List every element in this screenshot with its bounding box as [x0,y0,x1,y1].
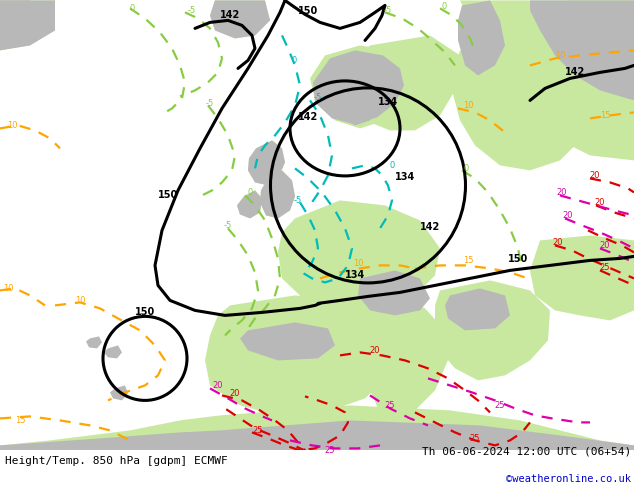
Text: 20: 20 [563,211,573,220]
Polygon shape [452,40,590,171]
Polygon shape [205,295,400,416]
Text: 134: 134 [378,98,398,107]
Polygon shape [250,144,280,180]
Text: -5: -5 [314,93,322,102]
Polygon shape [520,0,634,110]
Text: 150: 150 [135,307,155,318]
Polygon shape [240,322,335,361]
Text: 150: 150 [298,6,318,16]
Text: 0: 0 [441,2,446,11]
Polygon shape [340,96,375,125]
Polygon shape [260,171,295,219]
Text: 134: 134 [395,172,415,182]
Text: 20: 20 [590,171,600,180]
Text: -5: -5 [384,6,392,15]
Text: 10: 10 [555,51,566,60]
Text: 20: 20 [213,381,223,390]
Polygon shape [0,420,634,450]
Text: 20: 20 [553,238,563,247]
Text: 150: 150 [158,191,178,200]
Polygon shape [248,141,285,185]
Text: 20: 20 [557,188,567,197]
Polygon shape [435,280,550,380]
Text: Height/Temp. 850 hPa [gdpm] ECMWF: Height/Temp. 850 hPa [gdpm] ECMWF [5,457,228,466]
Polygon shape [237,191,262,219]
Polygon shape [530,0,634,100]
Text: 25: 25 [385,401,395,410]
Text: 15: 15 [15,416,25,425]
Text: 10: 10 [75,296,85,305]
Text: 20: 20 [595,198,605,207]
Text: -5: -5 [294,196,302,205]
Text: 15: 15 [463,256,473,265]
Text: 0: 0 [463,164,469,173]
Polygon shape [212,298,394,412]
Polygon shape [86,337,102,348]
Polygon shape [210,0,270,38]
Text: 0: 0 [292,56,297,65]
Polygon shape [248,141,285,185]
Text: 10: 10 [3,284,13,293]
Polygon shape [530,235,634,320]
Polygon shape [458,0,505,75]
Polygon shape [358,270,430,316]
Text: 15: 15 [600,111,611,120]
Text: 20: 20 [230,389,240,398]
Text: 142: 142 [298,112,318,122]
Polygon shape [260,171,295,219]
Text: 25: 25 [253,426,263,435]
Polygon shape [0,0,55,50]
Text: 10: 10 [353,259,363,268]
Text: 25: 25 [495,401,505,410]
Polygon shape [110,386,128,400]
Text: 0: 0 [389,161,394,170]
Text: 20: 20 [370,346,380,355]
Text: 142: 142 [420,222,440,232]
Text: ©weatheronline.co.uk: ©weatheronline.co.uk [506,474,631,484]
Polygon shape [278,200,440,310]
Polygon shape [445,289,510,330]
Polygon shape [284,207,432,304]
Text: 134: 134 [345,270,365,280]
Polygon shape [263,173,290,215]
Text: 0: 0 [247,188,252,197]
Polygon shape [313,50,404,124]
Polygon shape [210,0,270,38]
Polygon shape [237,191,262,219]
Text: 10: 10 [463,101,473,110]
Text: -5: -5 [188,6,196,15]
Polygon shape [218,3,263,33]
Polygon shape [0,0,55,50]
Polygon shape [460,0,634,160]
Polygon shape [0,0,30,43]
Text: 10: 10 [7,121,17,130]
Polygon shape [220,432,634,450]
Text: 20: 20 [600,241,611,250]
Text: 142: 142 [565,68,585,77]
Polygon shape [0,405,634,450]
Polygon shape [340,96,375,125]
Polygon shape [350,35,460,130]
Polygon shape [104,345,122,358]
Polygon shape [240,194,258,216]
Text: 25: 25 [470,434,480,443]
Text: 25: 25 [600,263,611,272]
Text: 0: 0 [129,4,134,13]
Text: 25: 25 [325,446,335,455]
Text: Th 06-06-2024 12:00 UTC (06+54): Th 06-06-2024 12:00 UTC (06+54) [422,447,631,457]
Text: -5: -5 [206,99,214,108]
Polygon shape [360,295,450,418]
Text: -5: -5 [224,221,232,230]
Text: 142: 142 [220,10,240,21]
Text: 150: 150 [508,254,528,265]
Polygon shape [310,46,415,128]
